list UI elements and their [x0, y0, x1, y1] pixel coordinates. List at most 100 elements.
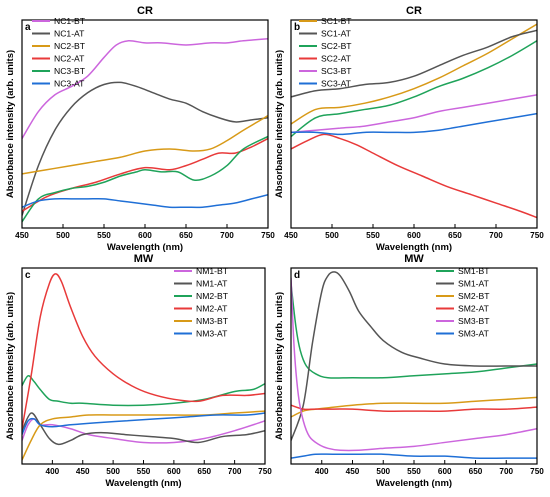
legend-label: NM1-AT	[196, 279, 228, 289]
series-line-sc1-at	[291, 29, 537, 98]
chart-title: CR	[406, 5, 422, 17]
series-line-nc1-bt	[22, 37, 268, 139]
legend-label: SM3-AT	[458, 329, 490, 339]
legend-label: NC1-BT	[54, 16, 86, 26]
series-line-sc3-bt	[291, 94, 537, 134]
x-tick-label: 450	[15, 231, 29, 240]
y-axis-label: Absorbance intensity (arb. units)	[274, 50, 285, 198]
x-tick-label: 550	[366, 231, 380, 240]
x-tick-label: 550	[137, 467, 151, 476]
series-line-nc2-bt	[22, 115, 268, 175]
x-tick-label: 400	[46, 467, 60, 476]
legend-label: SM1-AT	[458, 279, 490, 289]
series-line-nm2-bt	[22, 375, 265, 407]
series-line-sc2-at	[291, 133, 537, 219]
chart-title: MW	[134, 253, 154, 265]
x-tick-label: 500	[376, 467, 390, 476]
legend-label: SM3-BT	[458, 316, 490, 326]
x-tick-label: 700	[228, 467, 242, 476]
chart-panel-a: CR a 450 500 550 600 650 700 750 Wavelength (nm) A…	[5, 5, 275, 253]
legend: SC1-BT SC1-AT SC2-BT SC2-AT SC3-BT SC3-AT	[299, 16, 352, 89]
legend-label: NM3-BT	[196, 316, 229, 326]
x-tick-label: 650	[469, 467, 483, 476]
x-axis-label: Wavelength (nm)	[376, 478, 452, 489]
x-tick-label: 650	[448, 231, 462, 240]
x-tick-label: 750	[530, 467, 544, 476]
legend: NM1-BT NM1-AT NM2-BT NM2-AT NM3-BT NM3-AT	[174, 266, 229, 339]
series-line-nm3-at	[22, 412, 265, 435]
legend-label: SC2-AT	[321, 54, 352, 64]
legend-label: NC3-AT	[54, 79, 85, 89]
legend-label: NC1-AT	[54, 29, 85, 39]
x-tick-label: 700	[499, 467, 513, 476]
series-line-nm1-bt	[22, 418, 265, 444]
x-tick-label: 700	[489, 231, 503, 240]
series-lines	[22, 37, 268, 223]
series-line-nc3-at	[22, 193, 268, 209]
x-axis-label: Wavelength (nm)	[107, 242, 183, 253]
x-tick-label: 500	[56, 231, 70, 240]
series-line-nc3-bt	[22, 135, 268, 223]
series-line-sm2-at	[291, 404, 537, 412]
series-line-sc1-bt	[291, 23, 537, 125]
x-tick-label: 700	[220, 231, 234, 240]
legend-label: SM1-BT	[458, 266, 490, 276]
x-tick-label: 500	[325, 231, 339, 240]
x-tick-label: 650	[179, 231, 193, 240]
series-line-sm2-bt	[291, 396, 537, 418]
legend-label: NM2-BT	[196, 291, 229, 301]
plot-frame	[21, 267, 266, 465]
legend: NC1-BT NC1-AT NC2-BT NC2-AT NC3-BT NC3-AT	[32, 16, 86, 89]
x-tick-label: 750	[261, 231, 275, 240]
series-line-sm1-bt	[291, 283, 537, 379]
legend-label: NC2-BT	[54, 41, 86, 51]
panel-label: a	[25, 22, 31, 33]
legend-label: SM2-AT	[458, 304, 490, 314]
x-tick-label: 450	[76, 467, 90, 476]
y-axis-label: Absorbance intensity (arb. units)	[274, 292, 285, 440]
x-tick-label: 400	[315, 467, 329, 476]
x-tick-label: 600	[167, 467, 181, 476]
panel-label: c	[25, 270, 31, 281]
chart-title: MW	[404, 253, 424, 265]
series-line-sm1-at	[291, 271, 537, 441]
series-line-nm1-at	[22, 412, 265, 446]
panel-label: d	[294, 270, 300, 281]
legend-label: SC3-BT	[321, 66, 352, 76]
x-tick-label: 550	[97, 231, 111, 240]
chart-title: CR	[137, 5, 153, 17]
x-axis-label: Wavelength (nm)	[376, 242, 452, 253]
x-tick-label: 450	[284, 231, 298, 240]
legend: SM1-BT SM1-AT SM2-BT SM2-AT SM3-BT SM3-AT	[436, 266, 490, 339]
series-lines	[22, 273, 265, 461]
series-line-sm3-bt	[291, 277, 537, 452]
legend-label: SC1-BT	[321, 16, 352, 26]
x-tick-label: 550	[407, 467, 421, 476]
legend-label: SC2-BT	[321, 41, 352, 51]
plot-frame	[290, 19, 538, 229]
legend-label: NM1-BT	[196, 266, 229, 276]
series-line-sc3-at	[291, 112, 537, 136]
chart-panel-b: CR b 450 500 550 600 650 700 750 Wavelength (nm) A…	[274, 5, 544, 253]
series-line-sc2-bt	[291, 40, 537, 138]
x-tick-label: 600	[138, 231, 152, 240]
legend-label: NM2-AT	[196, 304, 228, 314]
x-tick-label: 450	[346, 467, 360, 476]
y-axis-label: Absorbance intensity (arb. units)	[5, 50, 16, 198]
y-axis-label: Absorbance intensity (arb. units)	[5, 292, 16, 440]
x-tick-label: 600	[407, 231, 421, 240]
series-lines	[291, 271, 537, 460]
x-axis-label: Wavelength (nm)	[105, 478, 181, 489]
series-line-nm2-at	[22, 273, 265, 429]
chart-panel-c: MW c 400 450 500 550 600 650 700 750 Wavelength (n…	[5, 253, 272, 489]
series-lines	[291, 23, 537, 219]
series-line-sm3-at	[291, 453, 537, 460]
legend-label: SC3-AT	[321, 79, 352, 89]
x-tick-label: 500	[106, 467, 120, 476]
x-tick-label: 600	[438, 467, 452, 476]
series-line-nc1-at	[22, 81, 268, 216]
legend-label: SM2-BT	[458, 291, 490, 301]
legend-label: NM3-AT	[196, 329, 228, 339]
chart-panel-d: MW d 400 450 500 550 600 650 700 750 Wavelength (n…	[274, 253, 544, 489]
